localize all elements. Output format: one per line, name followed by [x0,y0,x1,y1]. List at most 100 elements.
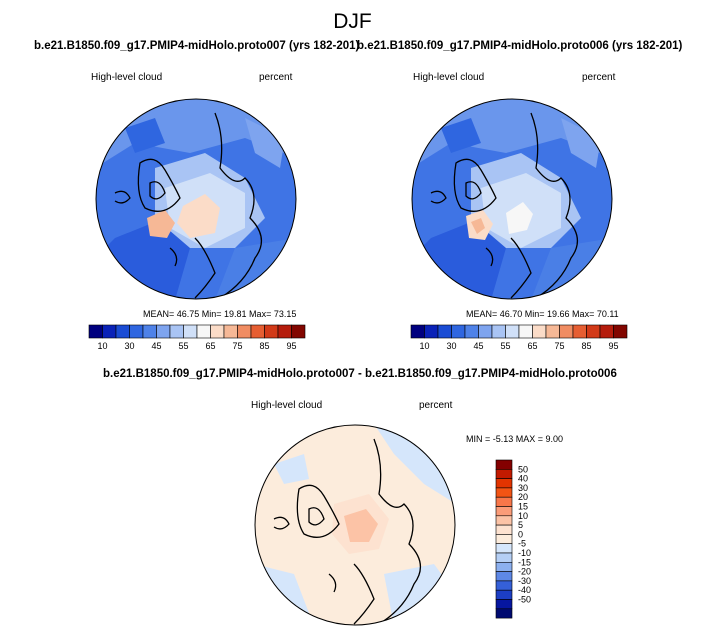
panel1-colorbar-swatch [115,324,130,339]
panel1-colorbar-tick-label: 45 [151,341,161,351]
panel3-colorbar-tick-label: 5 [518,520,523,530]
panel3-difference-field [255,425,455,625]
panel3-colorbar-swatch [495,524,513,535]
panel3-colorbar-tick-label: 30 [518,483,528,493]
panel1-colorbar-swatch [237,324,252,339]
panel1-colorbar-tick-label: 75 [232,341,242,351]
panel3-colorbar-swatch [495,589,513,600]
panel2-colorbar-tick-label: 55 [500,341,510,351]
panel2-colorbar-swatch [410,324,425,339]
panel3-colorbar-tick-label: -15 [518,557,531,567]
panel2-colorbar-tick-label: 85 [581,341,591,351]
panel1-colorbar-swatch [142,324,157,339]
panel2-colorbar-swatch [451,324,466,339]
panel3-colorbar-tick-label: -40 [518,585,531,595]
panel3-colorbar-tick-label: -50 [518,595,531,605]
difference-title: b.e21.B1850.f09_g17.PMIP4-midHolo.proto0… [103,368,617,380]
panel3-colorbar-swatch [495,478,513,489]
panel3-stats: MIN = -5.13 MAX = 9.00 [466,434,564,444]
panel3-colorbar-swatch [495,487,513,498]
panel3-colorbar-swatch [495,562,513,572]
panel1-colorbar-tick-label: 30 [124,341,134,351]
panel3-colorbar-tick-label: 20 [518,492,528,502]
panel1-variable-label: High-level cloud [91,72,163,83]
panel1-colorbar-swatch [196,324,211,339]
panel1-colorbar-swatch [250,324,265,339]
panel3-colorbar-swatch [495,571,513,582]
panel3-colorbar-swatch [495,608,513,619]
panel2-colorbar-swatch [505,324,520,339]
panel2-colorbar-tick-label: 10 [419,341,429,351]
panel2-colorbar: 10 30 45 55 65 75 85 95 [410,324,628,351]
panel1-polar-map [95,98,297,300]
panel2-colorbar-swatch [586,324,601,339]
panel3-colorbar-swatch [495,469,513,479]
panel2-colorbar-tick-label: 65 [527,341,537,351]
panel2-colorbar-swatch [559,324,574,339]
panel1-units-label: percent [259,72,293,83]
panel2-units-label: percent [582,72,616,83]
panel3-colorbar-tick-label: 0 [518,529,523,539]
panel3-colorbar-swatch [495,599,513,610]
panel3-colorbar-swatch [495,506,513,517]
panel3-colorbar-tick-label: -20 [518,567,531,577]
panel2-colorbar-tick-label: 95 [608,341,618,351]
panel1-colorbar-swatch [277,324,292,339]
panel2-coastlines [430,112,578,299]
panel1-colorbar-swatch [156,324,171,339]
panel2-colorbar-swatch [424,324,439,339]
panel3-variable-label: High-level cloud [251,400,323,411]
panel1-stats: MEAN= 46.75 Min= 19.81 Max= 73.15 [143,309,297,319]
panel1-colorbar-swatch [102,324,117,339]
panel3-colorbar-tick-label: 15 [518,502,528,512]
panel1-colorbar-swatch [291,324,306,339]
panel2-colorbar-swatch [491,324,506,339]
panel1-colorbar-swatch [210,324,225,339]
panel2-colorbar-swatch [545,324,560,339]
run-title-proto006: b.e21.B1850.f09_g17.PMIP4-midHolo.proto0… [357,40,683,52]
panel2-colorbar-swatch [478,324,493,339]
panel3-colorbar-swatch [495,496,513,507]
panel1-colorbar-tick-label: 65 [205,341,215,351]
panel3-colorbar-tick-label: -30 [518,576,531,586]
panel1-colorbar-swatch [264,324,279,339]
panel3-colorbar-tick-label: 40 [518,474,528,484]
panel1-colorbar-swatch [88,324,103,339]
panel1-colorbar-swatch [129,324,144,339]
panel2-colorbar-swatch [532,324,547,339]
panel1-colorbar-tick-label: 85 [259,341,269,351]
panel2-colorbar-swatch [518,324,533,339]
panel3-colorbar-tick-label: 50 [518,464,528,474]
panel3-colorbar-tick-label: 10 [518,511,528,521]
panel3-colorbar-tick-label: -5 [518,539,526,549]
panel3-colorbar-tick-label: -10 [518,548,531,558]
panel1-colorbar-tick-label: 55 [178,341,188,351]
panel3-colorbar-swatch [495,534,513,545]
panel3-polar-map [254,424,456,626]
panel3-units-label: percent [419,400,453,411]
panel3-coastlines [273,438,421,625]
panel1-colorbar-swatch [223,324,238,339]
season-title: DJF [333,10,372,33]
panel3-colorbar-swatch [495,580,513,591]
panel3-colorbar-swatch [495,515,513,526]
panel2-variable-label: High-level cloud [413,72,485,83]
panel1-colorbar-swatch [169,324,184,339]
panel3-colorbar-swatch [495,459,513,470]
run-title-proto007: b.e21.B1850.f09_g17.PMIP4-midHolo.proto0… [34,40,360,52]
panel2-colorbar-swatch [572,324,587,339]
panel3-colorbar-swatch [495,552,513,563]
panel1-colorbar-tick-label: 95 [286,341,296,351]
panel1-coastlines [114,112,262,299]
panel2-colorbar-swatch [613,324,628,339]
panel2-polar-map [411,98,613,300]
panel2-colorbar-tick-label: 30 [446,341,456,351]
panel2-colorbar-swatch [437,324,452,339]
panel3-colorbar-swatch [495,543,513,554]
panel1-colorbar-swatch [183,324,198,339]
panel1-colorbar: 10 30 45 55 65 75 85 95 [88,324,306,351]
panel2-colorbar-tick-label: 75 [554,341,564,351]
panel2-colorbar-swatch [464,324,479,339]
panel1-colorbar-tick-label: 10 [97,341,107,351]
